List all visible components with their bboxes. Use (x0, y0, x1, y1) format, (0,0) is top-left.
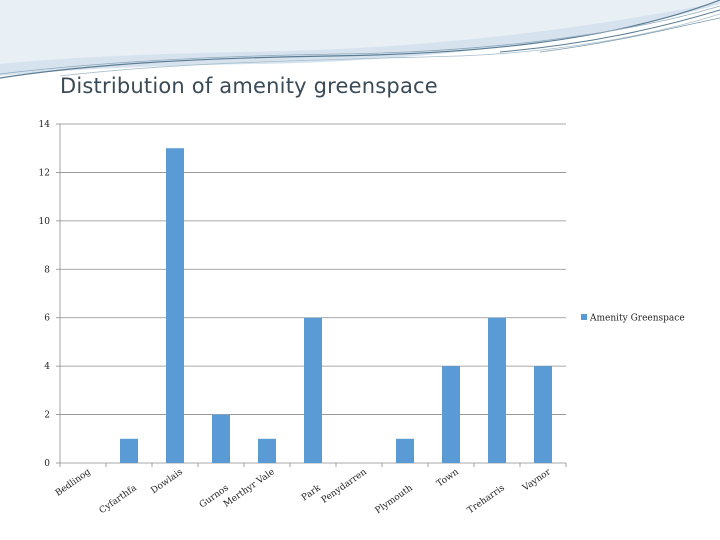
header-wave-fill-light (0, 0, 720, 64)
bar (166, 148, 184, 463)
legend-label: Amenity Greenspace (589, 314, 685, 324)
legend-swatch (581, 314, 587, 320)
bar (534, 366, 552, 463)
y-tick-label: 14 (39, 120, 51, 130)
y-tick-label: 6 (44, 314, 50, 324)
x-category-label: Treharris (466, 483, 507, 516)
header-wave-line (59, 13, 720, 77)
y-tick-label: 10 (39, 217, 51, 227)
bar (120, 438, 138, 463)
x-category-label: Town (435, 467, 461, 489)
bar (396, 438, 414, 463)
y-tick-label: 12 (39, 168, 50, 178)
header-wave-line (499, 9, 720, 53)
y-tick-label: 0 (44, 459, 50, 469)
header-wave-decoration (0, 0, 720, 79)
y-axis-ticks: 0 2 4 6 8 10 12 14 (39, 120, 51, 469)
x-category-label: Penydarren (320, 467, 369, 506)
bar (212, 414, 230, 463)
bar (258, 438, 276, 463)
header-wave-line (539, 17, 720, 53)
header-wave-line (0, 5, 720, 75)
bars (120, 148, 552, 463)
x-category-label: Dowlais (149, 467, 185, 496)
x-category-label: Merthyr Vale (222, 467, 277, 509)
legend: Amenity Greenspace (581, 314, 685, 324)
x-category-label: Park (300, 483, 323, 503)
x-category-label: Cyfarthfa (98, 483, 140, 516)
x-category-label: Vaynor (520, 467, 553, 494)
y-tick-label: 8 (44, 265, 50, 275)
bar (304, 317, 322, 463)
bar (442, 366, 460, 463)
x-category-label: Bedlinog (54, 467, 93, 499)
y-tick-label: 2 (44, 411, 50, 421)
bar (488, 317, 506, 463)
slide-title: Distribution of amenity greenspace (60, 74, 438, 98)
x-category-label: Plymouth (374, 483, 415, 516)
y-tick-label: 4 (44, 362, 50, 372)
